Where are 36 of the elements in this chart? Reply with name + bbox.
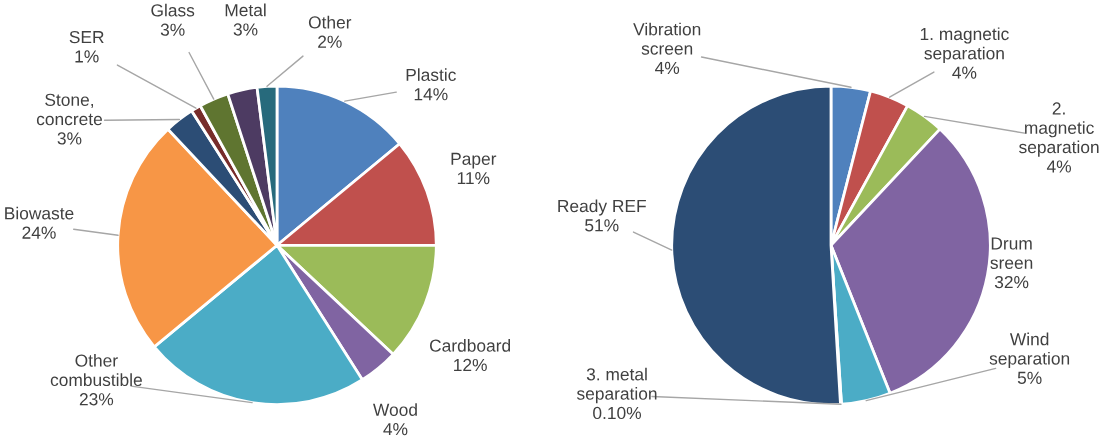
- slice-label: Ready REF: [558, 199, 646, 216]
- data-label: 0.10%: [593, 406, 642, 420]
- slice-label: Wind separation: [989, 332, 1070, 369]
- data-label: 4%: [655, 61, 680, 74]
- data-label: 3%: [233, 23, 258, 36]
- slice-label: Other combustible: [50, 354, 142, 387]
- data-label: 32%: [994, 275, 1029, 289]
- data-label: 2%: [318, 35, 342, 48]
- slice-label: Wood: [373, 403, 417, 416]
- data-label: 11%: [457, 172, 490, 185]
- data-label: 4%: [383, 423, 408, 436]
- slice-label: 3. metal separation: [576, 367, 657, 404]
- slice-label: 1. magnetic separation: [920, 27, 1009, 63]
- slice-label: 2. magnetic separation: [1019, 102, 1099, 157]
- data-label: 4%: [1046, 160, 1072, 173]
- slice-label: Other: [308, 15, 352, 29]
- slice-label: Plastic: [406, 68, 456, 82]
- data-label: 12%: [454, 358, 487, 372]
- slice-label: Glass: [151, 3, 195, 17]
- slice-label: Vibration screen: [633, 22, 701, 55]
- slice-label: Stone, concrete: [36, 93, 102, 126]
- slice-label: Biowaste: [5, 206, 74, 220]
- data-label: 24%: [22, 226, 56, 239]
- data-label: 23%: [79, 393, 114, 406]
- data-label: 5%: [1017, 371, 1042, 384]
- data-label: 4%: [952, 66, 977, 79]
- slice-label: SER: [69, 30, 104, 44]
- data-label: 51%: [585, 219, 619, 232]
- data-label: 3%: [160, 23, 185, 36]
- slice-label: Metal: [225, 3, 266, 17]
- data-label: 3%: [57, 132, 82, 145]
- slice-label: Cardboard: [429, 339, 511, 352]
- slice-label: Drum sreen: [990, 237, 1033, 269]
- data-label: 14%: [414, 88, 448, 101]
- slice-label: Paper: [451, 152, 497, 169]
- data-label: 1%: [75, 50, 99, 63]
